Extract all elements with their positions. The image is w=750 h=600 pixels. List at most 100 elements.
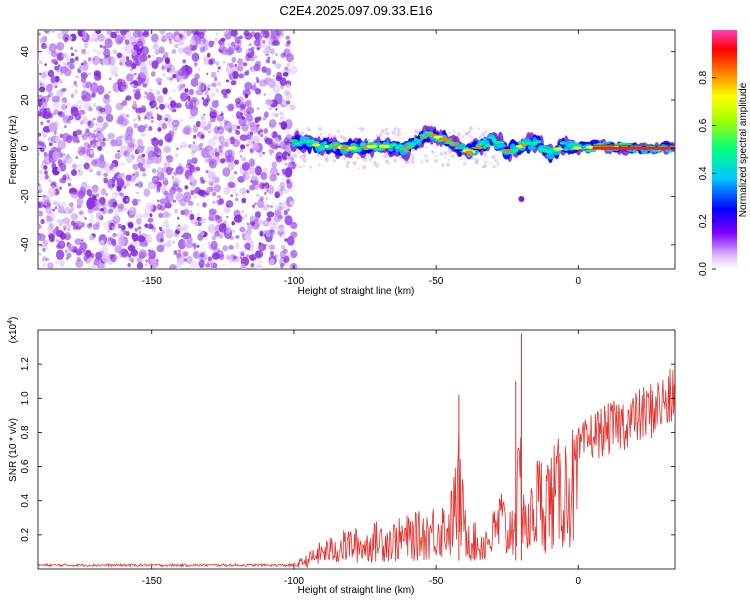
noise-blob xyxy=(264,182,270,189)
noise-blob xyxy=(198,31,205,39)
noise-blob xyxy=(71,188,79,195)
noise-blob xyxy=(269,167,279,177)
noise-blob xyxy=(214,78,217,82)
noise-blob xyxy=(378,133,383,138)
noise-blob xyxy=(204,90,209,96)
noise-blob xyxy=(44,30,51,34)
noise-blob xyxy=(38,224,43,230)
noise-blob xyxy=(242,233,247,238)
noise-blob xyxy=(88,57,92,62)
noise-blob xyxy=(249,121,258,132)
noise-blob xyxy=(263,201,270,211)
noise-blob xyxy=(199,142,204,147)
noise-blob xyxy=(261,33,266,38)
noise-blob xyxy=(145,201,154,209)
noise-blob xyxy=(110,31,117,39)
noise-blob xyxy=(257,107,260,110)
noise-blob xyxy=(75,156,79,159)
noise-blob xyxy=(60,71,63,76)
noise-blob xyxy=(226,49,233,56)
noise-blob xyxy=(42,239,48,247)
noise-blob xyxy=(230,80,237,86)
noise-blob xyxy=(324,158,329,163)
noise-blob xyxy=(84,130,92,137)
ridge-blob xyxy=(305,139,314,143)
noise-blob xyxy=(59,162,67,172)
noise-blob xyxy=(64,232,71,241)
noise-blob xyxy=(257,219,264,225)
noise-blob xyxy=(230,41,236,48)
noise-blob xyxy=(101,245,109,254)
noise-blob xyxy=(124,134,133,145)
noise-blob xyxy=(39,148,43,152)
noise-blob xyxy=(369,157,373,162)
noise-blob xyxy=(132,117,136,122)
noise-blob xyxy=(250,263,255,268)
noise-blob xyxy=(184,88,189,93)
noise-blob xyxy=(225,254,231,260)
noise-blob xyxy=(268,244,276,250)
noise-blob xyxy=(102,137,106,142)
noise-blob xyxy=(193,145,200,152)
noise-blob xyxy=(185,66,193,75)
noise-blob xyxy=(115,75,118,77)
noise-blob xyxy=(88,106,93,112)
noise-blob xyxy=(53,201,61,208)
noise-blob xyxy=(99,58,102,61)
noise-blob xyxy=(90,137,94,141)
y-tick-label: 0.2 xyxy=(20,527,31,541)
noise-blob xyxy=(171,49,176,54)
ridge-blob xyxy=(394,146,400,149)
noise-blob xyxy=(258,245,263,251)
ridge-blob xyxy=(491,138,497,142)
noise-blob xyxy=(52,151,61,161)
noise-blob xyxy=(156,89,161,96)
colorbar-ticks: 0.0 0.2 0.4 0.6 0.8 xyxy=(698,70,716,276)
noise-blob xyxy=(262,117,267,121)
noise-blob xyxy=(220,114,223,116)
noise-blob xyxy=(164,57,171,64)
noise-blob xyxy=(172,108,177,113)
noise-blob xyxy=(478,135,482,139)
noise-blob xyxy=(156,258,159,262)
snr-plot-area xyxy=(37,329,676,570)
noise-blob xyxy=(151,137,160,147)
noise-blob xyxy=(316,154,320,158)
noise-blob xyxy=(289,200,295,206)
noise-blob xyxy=(216,70,220,73)
noise-blob xyxy=(248,158,255,168)
noise-blob xyxy=(95,141,101,146)
ridge-hotspot xyxy=(467,151,474,155)
noise-blob xyxy=(228,245,234,250)
noise-blob xyxy=(191,52,200,62)
ridge-blob xyxy=(416,139,422,146)
noise-blob xyxy=(222,245,228,252)
noise-blob xyxy=(189,182,193,186)
noise-blob xyxy=(222,44,226,47)
noise-blob xyxy=(489,162,492,165)
noise-blob xyxy=(276,225,285,233)
noise-blob xyxy=(97,159,106,171)
noise-blob xyxy=(248,224,251,227)
noise-blob xyxy=(425,146,428,149)
noise-blob xyxy=(51,30,55,33)
noise-blob xyxy=(250,179,253,183)
noise-blob xyxy=(223,50,229,56)
noise-blob xyxy=(77,70,82,73)
ridge-hotspot xyxy=(402,146,411,150)
noise-blob xyxy=(276,35,279,39)
noise-blob xyxy=(385,131,390,136)
noise-blob xyxy=(223,119,229,126)
noise-blob xyxy=(43,151,48,157)
noise-blob xyxy=(38,141,42,146)
noise-blob xyxy=(65,223,72,230)
y-tick-label: 0.4 xyxy=(20,493,31,507)
noise-blob xyxy=(256,193,260,197)
noise-blob xyxy=(153,145,159,152)
chart-title: C2E4.2025.097.09.33.E16 xyxy=(279,3,432,18)
noise-blob xyxy=(84,217,87,220)
noise-blob xyxy=(151,151,157,158)
noise-blob xyxy=(245,143,250,147)
noise-blob xyxy=(290,231,298,238)
